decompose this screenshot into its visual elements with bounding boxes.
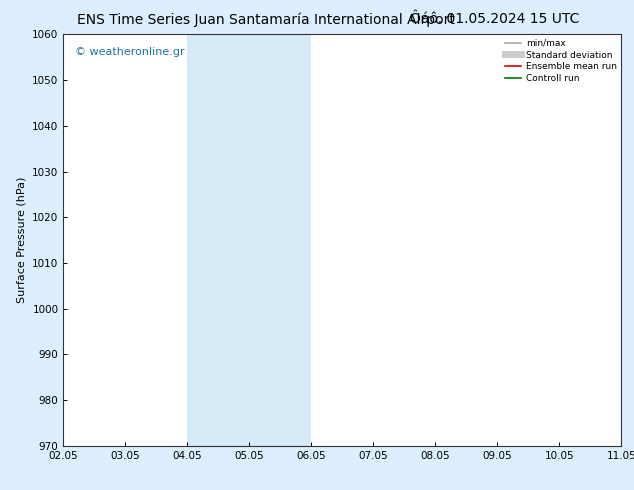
Text: ENS Time Series Juan Santamaría International Airport: ENS Time Series Juan Santamaría Internat… — [77, 12, 455, 27]
Text: © weatheronline.gr: © weatheronline.gr — [75, 47, 184, 57]
Text: Ôáô. 01.05.2024 15 UTC: Ôáô. 01.05.2024 15 UTC — [410, 12, 579, 26]
Y-axis label: Surface Pressure (hPa): Surface Pressure (hPa) — [16, 177, 27, 303]
Legend: min/max, Standard deviation, Ensemble mean run, Controll run: min/max, Standard deviation, Ensemble me… — [505, 39, 617, 83]
Bar — [621, 34, 634, 446]
Bar — [188, 34, 311, 446]
